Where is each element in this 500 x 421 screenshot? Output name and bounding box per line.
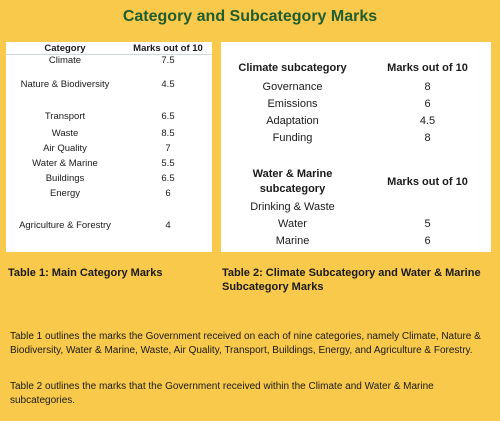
category-cell: Buildings xyxy=(45,173,85,184)
mark-cell: 8 xyxy=(424,80,431,93)
paragraph-table2-description: Table 2 outlines the marks that the Gove… xyxy=(10,381,434,406)
mark-cell: 4.5 xyxy=(161,79,175,90)
subcategory-cell: Governance xyxy=(262,80,323,93)
mark-cell: 4.5 xyxy=(419,114,436,127)
category-cell: Air Quality xyxy=(43,143,87,154)
mark-cell: 6.5 xyxy=(161,111,175,122)
column-header-marks: Marks out of 10 xyxy=(387,175,468,188)
subcategory-cell: Drinking & Waste xyxy=(250,200,335,213)
table-row: Emissions 6 xyxy=(221,95,491,112)
subcategory-table: Climate subcategory Marks out of 10 Gove… xyxy=(221,42,491,252)
main-category-table: Category Marks out of 10 Climate 7.5 Nat… xyxy=(6,42,212,252)
table-row: Climate 7.5 xyxy=(6,55,212,78)
mark-cell: 7.5 xyxy=(161,55,175,66)
table-row: Adaptation 4.5 xyxy=(221,112,491,129)
column-header-marks: Marks out of 10 xyxy=(133,42,203,54)
table-row: Governance 8 xyxy=(221,78,491,95)
mark-cell: 8.5 xyxy=(161,128,175,139)
mark-cell: 6 xyxy=(424,97,431,110)
category-cell: Climate xyxy=(48,55,82,66)
table-row: Waste 8.5 xyxy=(6,126,212,141)
table2-caption: Table 2: Climate Subcategory and Water &… xyxy=(222,267,481,293)
mark-cell: 5 xyxy=(424,217,431,230)
table-row: Drinking & Waste xyxy=(221,198,491,215)
table1-caption: Table 1: Main Category Marks xyxy=(8,267,163,279)
subcategory-cell: Water xyxy=(278,217,307,230)
column-header-climate-subcategory: Climate subcategory xyxy=(238,62,347,74)
category-cell: Agriculture & Forestry xyxy=(19,220,111,231)
spacer-row xyxy=(221,146,491,166)
subcategory-cell: Emissions xyxy=(267,97,318,110)
table-row: Nature & Biodiversity 4.5 xyxy=(6,77,212,92)
mark-cell: 6 xyxy=(165,188,171,199)
column-header-category: Category xyxy=(44,42,86,54)
category-cell: Energy xyxy=(49,188,81,199)
mark-cell: 6.5 xyxy=(161,173,175,184)
mark-cell: 5.5 xyxy=(161,158,175,169)
mark-cell: 8 xyxy=(424,131,431,144)
table-row: Agriculture & Forestry 4 xyxy=(6,201,212,235)
water-header-row: Water & Marine subcategory Marks out of … xyxy=(221,166,491,198)
table-row: Water & Marine 5.5 xyxy=(6,156,212,171)
category-cell: Water & Marine xyxy=(32,158,98,169)
column-header-marks: Marks out of 10 xyxy=(387,62,468,74)
category-cell: Nature & Biodiversity xyxy=(20,79,110,90)
category-cell: Waste xyxy=(51,128,79,139)
mark-cell xyxy=(364,198,491,215)
mark-cell: 4 xyxy=(165,220,171,231)
page-title: Category and Subcategory Marks xyxy=(122,8,378,25)
table-row: Air Quality 7 xyxy=(6,141,212,156)
mark-cell: 7 xyxy=(165,143,171,154)
table-row: Energy 6 xyxy=(6,186,212,201)
table-row: Marine 6 xyxy=(221,232,491,249)
subcategory-cell: Marine xyxy=(275,234,310,247)
climate-header-row: Climate subcategory Marks out of 10 xyxy=(221,42,491,78)
table-row: Transport 6.5 xyxy=(6,92,212,126)
table-row: Funding 8 xyxy=(221,129,491,146)
paragraph-table1-description: Table 1 outlines the marks the Governmen… xyxy=(10,331,481,356)
column-header-water-subcategory: Water & Marine subcategory xyxy=(252,168,333,195)
category-cell: Transport xyxy=(44,111,86,122)
table-row: Water 5 xyxy=(221,215,491,232)
mark-cell: 6 xyxy=(424,234,431,247)
table-header-row: Category Marks out of 10 xyxy=(6,42,212,55)
subcategory-cell: Adaptation xyxy=(266,114,319,127)
subcategory-cell: Funding xyxy=(272,131,313,144)
table-row: Buildings 6.5 xyxy=(6,171,212,186)
